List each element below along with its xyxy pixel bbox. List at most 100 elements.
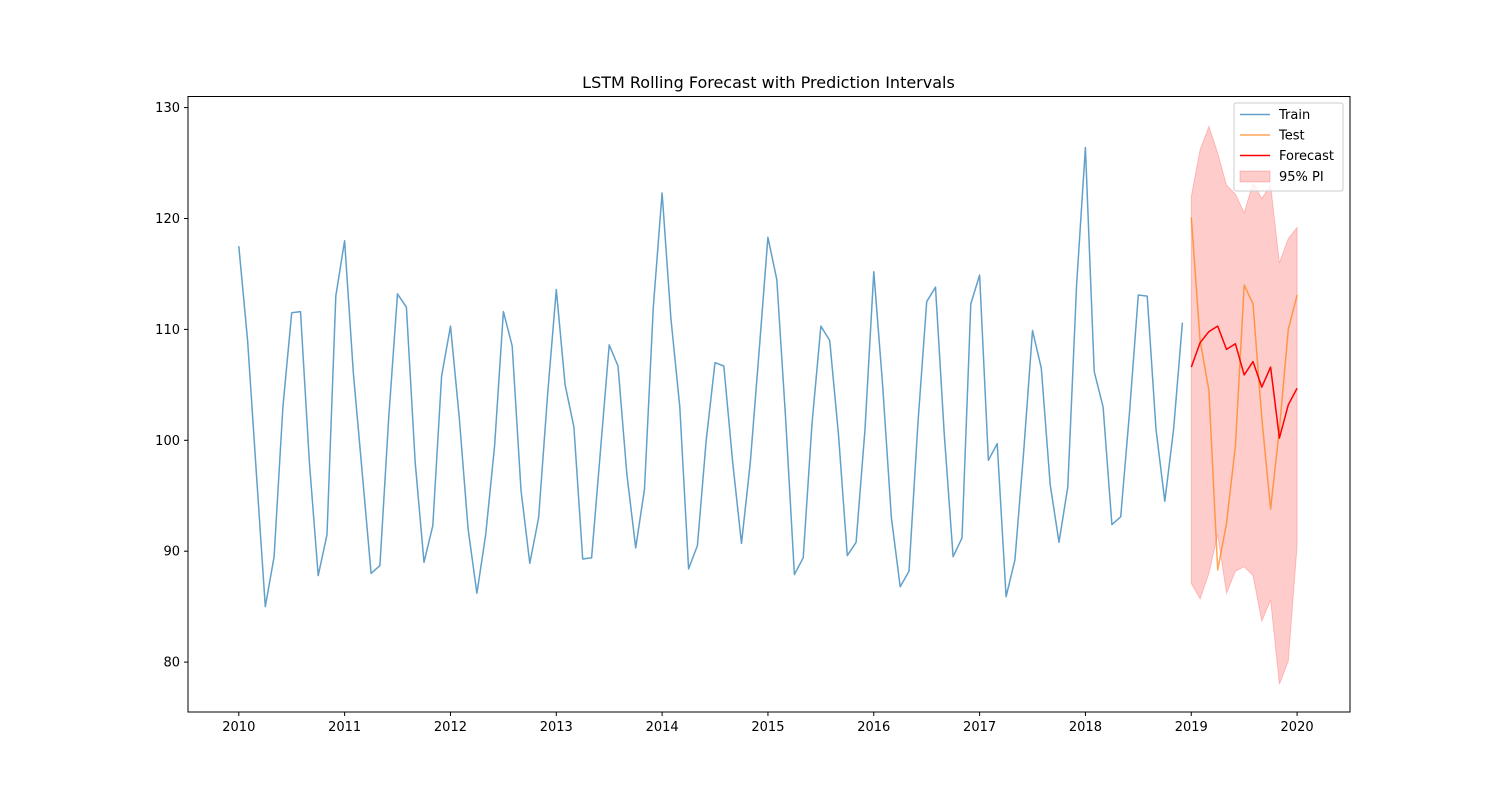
x-tick-label: 2016: [857, 720, 890, 735]
data-point-train: [635, 547, 637, 549]
data-point-train: [300, 311, 302, 313]
data-point-test: [1270, 508, 1272, 510]
data-point-train: [335, 295, 337, 297]
data-point-train: [432, 525, 434, 527]
data-point-train: [529, 563, 531, 565]
data-point-train: [732, 462, 734, 464]
x-tick-label: 2018: [1069, 720, 1102, 735]
data-point-train: [838, 434, 840, 436]
data-point-forecast: [1191, 366, 1193, 368]
data-point-train: [1164, 501, 1166, 503]
x-axis: 2010 2011 2012 2013 2014 2015 2016 2017 2018 2019…: [222, 712, 1314, 735]
x-tick-label: 2015: [751, 720, 784, 735]
data-point-train: [556, 289, 558, 291]
data-point-train: [414, 462, 416, 464]
data-point-train: [705, 440, 707, 442]
data-point-train: [1058, 542, 1060, 544]
data-point-train: [388, 417, 390, 419]
data-point-train: [273, 556, 275, 558]
data-point-train: [794, 574, 796, 576]
data-point-test: [1191, 217, 1193, 219]
data-point-train: [547, 395, 549, 397]
data-point-train: [423, 562, 425, 564]
data-point-train: [864, 428, 866, 430]
data-point-train: [829, 340, 831, 342]
data-point-train: [926, 301, 928, 303]
data-point-train: [653, 306, 655, 308]
data-point-train: [617, 365, 619, 367]
data-point-train: [741, 543, 743, 545]
data-point-test: [1235, 445, 1237, 447]
data-point-train: [935, 286, 937, 288]
data-point-forecast: [1208, 331, 1210, 333]
data-point-forecast: [1217, 325, 1219, 327]
data-point-train: [811, 423, 813, 425]
data-point-test: [1261, 417, 1263, 419]
data-point-forecast: [1199, 342, 1201, 344]
data-point-train: [979, 274, 981, 276]
data-point-train: [626, 473, 628, 475]
data-point-train: [247, 340, 249, 342]
data-point-train: [970, 303, 972, 305]
data-point-train: [1102, 406, 1104, 408]
data-point-train: [1155, 428, 1157, 430]
y-tick-label: 120: [155, 212, 180, 227]
data-point-test: [1296, 294, 1298, 296]
data-point-train: [326, 534, 328, 536]
data-point-train: [820, 325, 822, 327]
series-line-train: [238, 146, 1184, 608]
data-point-test: [1217, 569, 1219, 571]
data-point-train: [1182, 322, 1184, 324]
data-point-train: [1014, 559, 1016, 561]
data-point-train: [679, 406, 681, 408]
legend-box: [1233, 102, 1344, 192]
series-line-forecast: [1190, 325, 1298, 439]
legend: Train Test Forecast 95% PI: [1233, 102, 1344, 192]
data-point-forecast: [1235, 343, 1237, 345]
data-point-train: [961, 537, 963, 539]
series-line-test: [1190, 217, 1298, 571]
data-point-train: [776, 279, 778, 281]
data-point-train: [855, 542, 857, 544]
data-point-train: [723, 365, 725, 367]
data-point-forecast: [1252, 361, 1254, 363]
data-point-train: [1005, 596, 1007, 598]
data-point-train: [573, 426, 575, 428]
data-point-train: [441, 375, 443, 377]
legend-interval-swatch: [1239, 170, 1271, 183]
data-point-train: [996, 443, 998, 445]
legend-test-label: Test: [1278, 129, 1305, 144]
data-point-train: [450, 325, 452, 327]
data-point-train: [397, 293, 399, 295]
data-point-test: [1243, 284, 1245, 286]
series-train: [238, 146, 1184, 608]
data-point-forecast: [1279, 437, 1281, 439]
data-point-train: [670, 318, 672, 320]
chart-title: LSTM Rolling Forecast with Prediction In…: [582, 73, 955, 92]
data-point-train: [476, 593, 478, 595]
data-point-train: [353, 373, 355, 375]
data-point-train: [1120, 516, 1122, 518]
data-point-train: [406, 306, 408, 308]
data-point-train: [564, 384, 566, 386]
data-point-train: [485, 534, 487, 536]
data-point-train: [494, 445, 496, 447]
legend-forecast-label: Forecast: [1279, 149, 1334, 164]
data-point-train: [291, 312, 293, 314]
data-point-train: [503, 311, 505, 313]
data-point-train: [944, 434, 946, 436]
data-point-train: [714, 362, 716, 364]
data-point-train: [238, 245, 240, 247]
x-tick-label: 2019: [1175, 720, 1208, 735]
x-tick-label: 2013: [540, 720, 573, 735]
data-point-train: [908, 570, 910, 572]
data-point-train: [317, 575, 319, 577]
data-point-train: [1111, 524, 1113, 526]
data-point-train: [767, 237, 769, 239]
data-point-train: [644, 488, 646, 490]
data-point-train: [538, 517, 540, 519]
data-point-train: [379, 565, 381, 567]
x-tick-label: 2017: [963, 720, 996, 735]
data-point-train: [1076, 284, 1078, 286]
